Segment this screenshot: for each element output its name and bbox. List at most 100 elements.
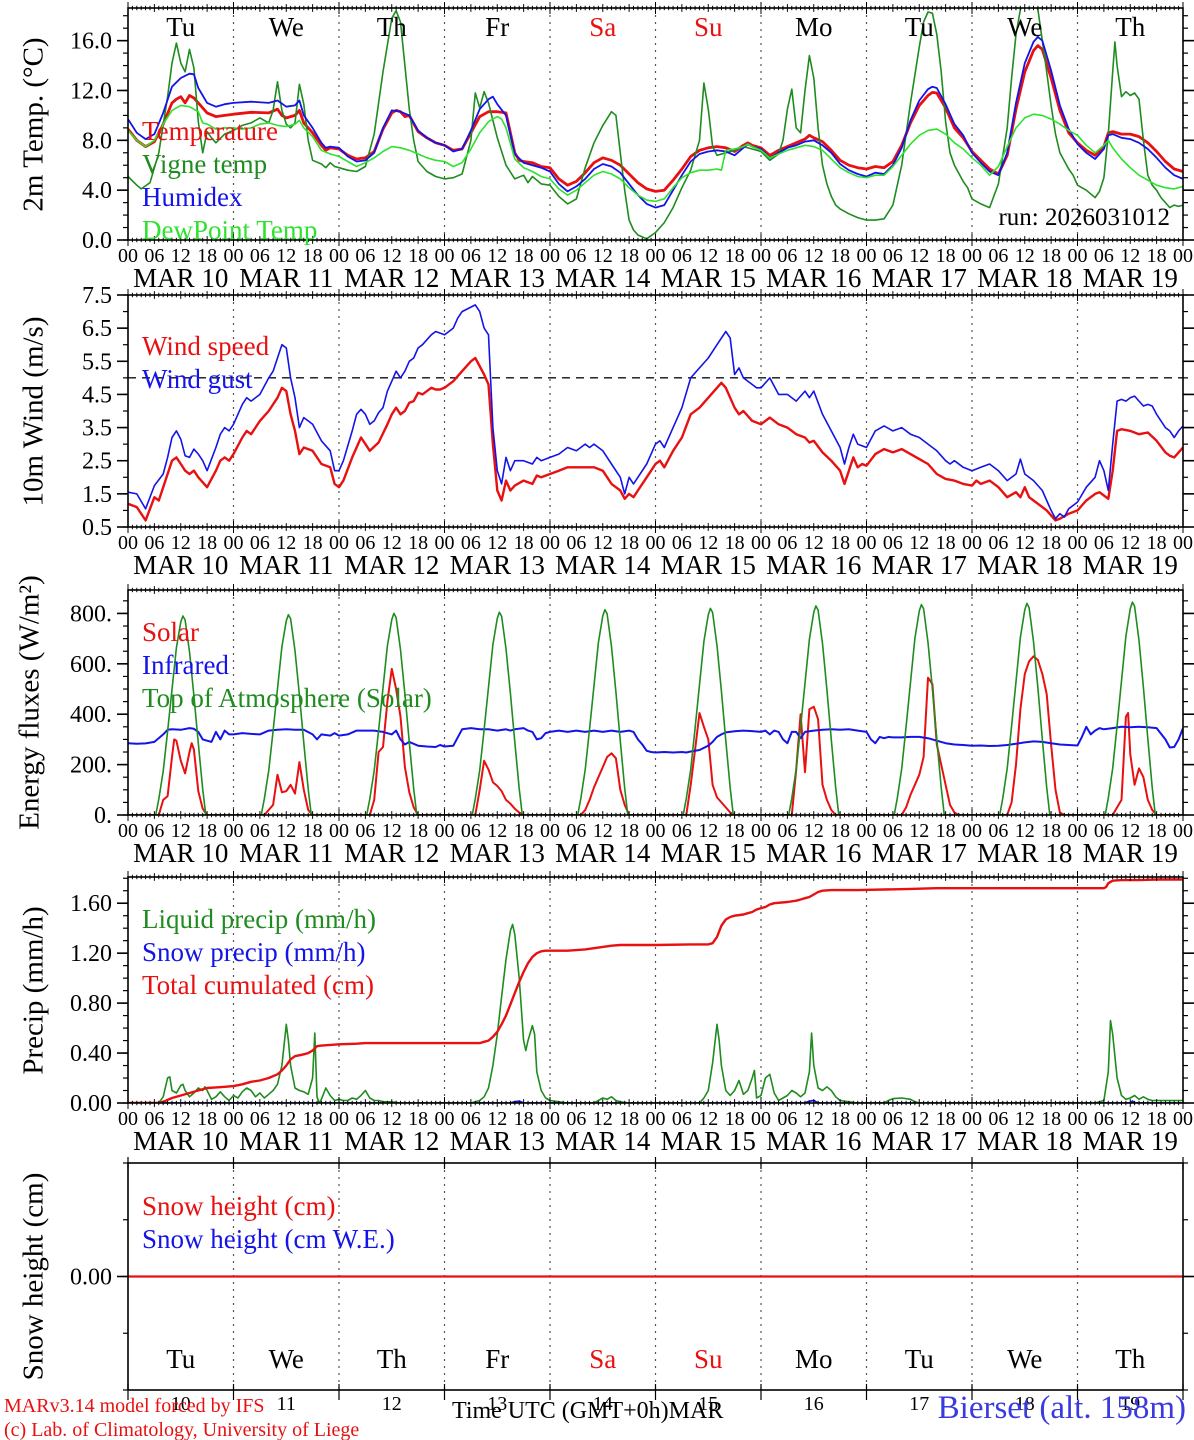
panel-3-x-ticks: 00 06 12 18 00 06 12 18 00 06 12 18 00 06 12 18 00 06 12 18… [118, 583, 1193, 868]
svg-text:18: 18 [1041, 1108, 1061, 1130]
svg-text:06: 06 [144, 245, 164, 267]
svg-text:00: 00 [1173, 532, 1193, 554]
svg-text:0.80: 0.80 [70, 991, 112, 1017]
svg-text:06: 06 [883, 820, 903, 842]
svg-text:1.20: 1.20 [70, 941, 112, 967]
svg-text:MAR 16: MAR 16 [766, 550, 861, 580]
svg-text:12: 12 [487, 1108, 507, 1130]
svg-text:12: 12 [1120, 1108, 1140, 1130]
svg-text:MAR 12: MAR 12 [344, 838, 439, 868]
svg-text:18: 18 [619, 532, 639, 554]
svg-text:18: 18 [303, 820, 323, 842]
svg-text:06: 06 [672, 820, 692, 842]
svg-text:18: 18 [303, 532, 323, 554]
svg-text:18: 18 [936, 532, 956, 554]
svg-text:MAR 17: MAR 17 [872, 550, 967, 580]
model-credit-line2: (c) Lab. of Climatology, University of L… [4, 1419, 360, 1440]
svg-text:MAR 11: MAR 11 [239, 263, 333, 293]
svg-text:MAR 11: MAR 11 [239, 1126, 333, 1156]
svg-text:MAR 15: MAR 15 [661, 838, 756, 868]
svg-text:06: 06 [1094, 1108, 1114, 1130]
svg-text:06: 06 [144, 1108, 164, 1130]
svg-text:18: 18 [725, 245, 745, 267]
svg-text:0.40: 0.40 [70, 1041, 112, 1067]
svg-text:06: 06 [883, 1108, 903, 1130]
svg-text:12: 12 [382, 532, 402, 554]
svg-text:MAR 13: MAR 13 [450, 550, 545, 580]
series-solar [128, 655, 1183, 815]
svg-text:06: 06 [883, 245, 903, 267]
svg-text:12: 12 [804, 245, 824, 267]
svg-text:17: 17 [909, 1393, 929, 1415]
svg-text:18: 18 [1015, 1393, 1035, 1415]
svg-text:4.0: 4.0 [82, 178, 112, 204]
svg-text:12: 12 [382, 820, 402, 842]
svg-text:12: 12 [487, 532, 507, 554]
svg-text:12: 12 [1120, 532, 1140, 554]
svg-text:00: 00 [857, 532, 877, 554]
legend-snow-height-we: Snow height (cm W.E.) [142, 1224, 395, 1254]
svg-text:MAR 14: MAR 14 [555, 838, 651, 868]
y-axis-title-snow: Snow height (cm) [17, 1172, 50, 1381]
svg-text:12: 12 [1120, 245, 1140, 267]
svg-text:00: 00 [962, 1108, 982, 1130]
svg-text:00: 00 [329, 245, 349, 267]
svg-text:18: 18 [936, 820, 956, 842]
svg-text:Tu: Tu [166, 12, 196, 42]
panel-5-day-names: Tu We Th Fr Sa Su Mo Tu We Th [166, 1344, 1146, 1374]
svg-text:MAR 11: MAR 11 [239, 550, 333, 580]
svg-text:06: 06 [250, 1108, 270, 1130]
svg-text:00: 00 [751, 532, 771, 554]
svg-text:We: We [1007, 12, 1042, 42]
svg-text:MAR 14: MAR 14 [555, 1126, 651, 1156]
legend-vigne-temp: Vigne temp [142, 149, 268, 179]
svg-text:0.5: 0.5 [82, 515, 112, 541]
svg-text:06: 06 [672, 532, 692, 554]
legend-wind-panel: Wind speed Wind gust [142, 330, 269, 396]
svg-text:12: 12 [171, 245, 191, 267]
svg-text:8.0: 8.0 [82, 128, 112, 154]
svg-text:12: 12 [804, 1108, 824, 1130]
svg-text:00: 00 [646, 532, 666, 554]
svg-text:12: 12 [382, 245, 402, 267]
svg-text:18: 18 [408, 245, 428, 267]
svg-text:18: 18 [830, 245, 850, 267]
svg-text:MAR 19: MAR 19 [1083, 1126, 1178, 1156]
svg-text:00: 00 [1173, 245, 1193, 267]
svg-text:18: 18 [1147, 532, 1167, 554]
svg-text:06: 06 [566, 245, 586, 267]
svg-text:06: 06 [250, 245, 270, 267]
svg-text:18: 18 [514, 532, 534, 554]
svg-text:1.5: 1.5 [82, 482, 112, 508]
svg-text:06: 06 [988, 245, 1008, 267]
svg-text:18: 18 [725, 532, 745, 554]
svg-text:18: 18 [197, 1108, 217, 1130]
legend-dewpoint: DewPoint Temp [142, 215, 318, 245]
panel-1-x-ticks: 00 06 12 18 00 06 12 18 00 06 12 18 00 06 12 18 00 06 12 18… [118, 1, 1193, 293]
svg-text:18: 18 [197, 532, 217, 554]
svg-text:18: 18 [725, 1108, 745, 1130]
legend-wind-speed: Wind speed [142, 331, 270, 361]
svg-text:400.: 400. [70, 702, 112, 728]
legend-solar: Solar [142, 617, 199, 647]
svg-text:18: 18 [619, 820, 639, 842]
svg-text:00: 00 [435, 532, 455, 554]
svg-text:00: 00 [646, 820, 666, 842]
svg-text:00: 00 [962, 820, 982, 842]
svg-text:00: 00 [540, 1108, 560, 1130]
svg-text:MAR 18: MAR 18 [977, 1126, 1072, 1156]
svg-text:MAR 19: MAR 19 [1083, 263, 1178, 293]
svg-text:Tu: Tu [905, 12, 935, 42]
legend-total-cumulated: Total cumulated (cm) [142, 970, 375, 1000]
svg-text:00: 00 [118, 245, 138, 267]
svg-text:06: 06 [461, 1108, 481, 1130]
svg-text:12: 12 [909, 245, 929, 267]
svg-text:00: 00 [751, 1108, 771, 1130]
svg-text:19: 19 [1120, 1393, 1140, 1415]
svg-text:06: 06 [672, 245, 692, 267]
svg-text:18: 18 [830, 532, 850, 554]
svg-text:00: 00 [962, 245, 982, 267]
svg-text:6.5: 6.5 [82, 316, 112, 342]
svg-text:MAR 12: MAR 12 [344, 263, 439, 293]
